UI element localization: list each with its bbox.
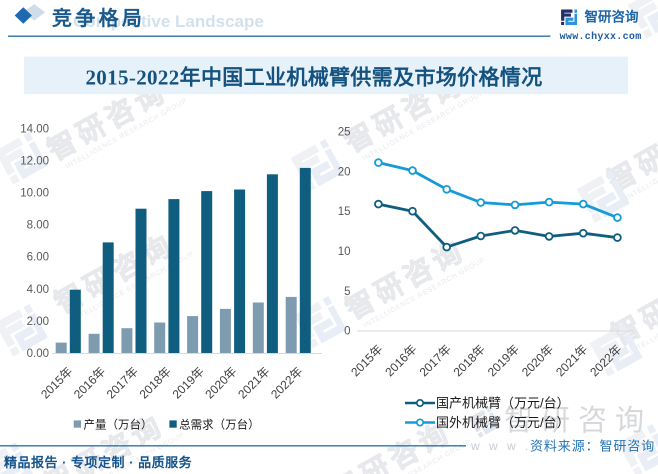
svg-text:Competitive Landscape: Competitive Landscape: [73, 12, 264, 31]
svg-text:2015年: 2015年: [348, 342, 385, 379]
svg-text:12.00: 12.00: [20, 156, 49, 168]
svg-text:资料来源：智研咨询: 资料来源：智研咨询: [530, 439, 655, 454]
svg-text:4.00: 4.00: [27, 284, 49, 296]
svg-text:竞争格局: 竞争格局: [52, 6, 145, 30]
svg-text:15: 15: [338, 206, 351, 218]
svg-text:2020年: 2020年: [202, 364, 239, 401]
svg-text:6.00: 6.00: [27, 252, 49, 264]
svg-text:2017年: 2017年: [104, 364, 141, 401]
svg-text:0: 0: [344, 326, 350, 338]
svg-text:2017年: 2017年: [417, 342, 454, 379]
svg-text:2016年: 2016年: [382, 342, 419, 379]
svg-text:2016年: 2016年: [71, 364, 108, 401]
svg-text:0.00: 0.00: [27, 348, 49, 360]
svg-text:2019年: 2019年: [485, 342, 522, 379]
svg-text:14.00: 14.00: [20, 124, 49, 136]
svg-text:2022年: 2022年: [268, 364, 305, 401]
svg-text:国产机械臂（万元/台）: 国产机械臂（万元/台）: [436, 396, 570, 411]
svg-text:精品报告 · 专项定制 · 品质服务: 精品报告 · 专项定制 · 品质服务: [4, 455, 193, 470]
svg-text:2015年: 2015年: [38, 364, 75, 401]
svg-text:5: 5: [344, 286, 350, 298]
svg-text:国外机械臂（万元/台）: 国外机械臂（万元/台）: [436, 415, 570, 430]
svg-text:25: 25: [338, 127, 351, 139]
svg-text:2021年: 2021年: [235, 364, 272, 401]
svg-text:2018年: 2018年: [451, 342, 488, 379]
svg-text:www.chyxx.com: www.chyxx.com: [560, 31, 642, 43]
svg-text:2.00: 2.00: [27, 316, 49, 328]
svg-text:智研咨询: 智研咨询: [504, 404, 652, 437]
svg-text:2019年: 2019年: [170, 364, 207, 401]
svg-text:10: 10: [338, 246, 351, 258]
svg-text:2021年: 2021年: [553, 342, 590, 379]
svg-text:总需求（万台）: 总需求（万台）: [179, 417, 260, 431]
svg-text:智研咨询: 智研咨询: [585, 9, 639, 25]
svg-text:产量（万台）: 产量（万台）: [84, 417, 153, 431]
svg-text:2020年: 2020年: [519, 342, 556, 379]
svg-text:2018年: 2018年: [137, 364, 174, 401]
svg-text:10.00: 10.00: [20, 188, 49, 200]
svg-text:w w w .: w w w .: [470, 439, 531, 453]
svg-text:8.00: 8.00: [27, 220, 49, 232]
svg-text:20: 20: [338, 166, 351, 178]
svg-text:2015-2022年中国工业机械臂供需及市场价格情况: 2015-2022年中国工业机械臂供需及市场价格情况: [85, 66, 542, 90]
